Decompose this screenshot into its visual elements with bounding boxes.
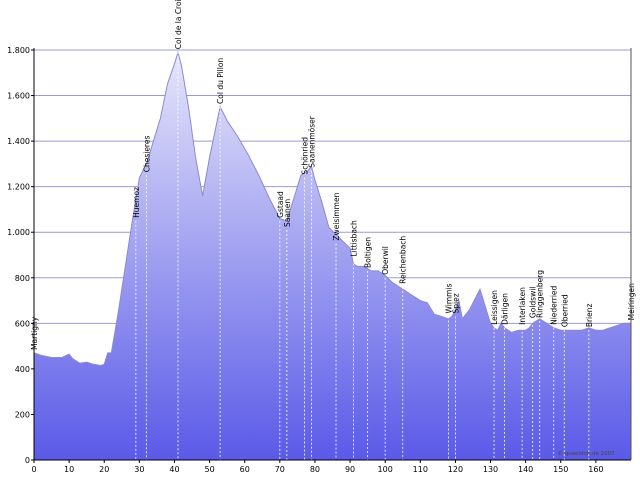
place-marker: Schönried bbox=[300, 137, 309, 460]
y-tick-label: 600 bbox=[15, 319, 30, 328]
place-label: Schönried bbox=[300, 137, 309, 175]
y-tick-label: 200 bbox=[15, 410, 30, 419]
place-label: Niederried bbox=[550, 285, 559, 324]
place-marker: Col de la Croix bbox=[174, 0, 183, 460]
place-marker: Oberried bbox=[560, 294, 569, 460]
place-marker: Därligen bbox=[501, 293, 510, 460]
place-label: Zweisimmen bbox=[332, 192, 341, 240]
x-tick-label: 30 bbox=[134, 465, 144, 474]
x-tick-label: 90 bbox=[345, 465, 355, 474]
place-label: Därligen bbox=[501, 293, 510, 325]
place-label: Interlaken bbox=[518, 287, 527, 325]
y-tick-label: 0 bbox=[25, 456, 30, 465]
x-tick-label: 80 bbox=[310, 465, 320, 474]
place-label: Saanen bbox=[283, 199, 292, 227]
place-marker: Saanen bbox=[283, 199, 292, 460]
y-tick-label: 400 bbox=[15, 365, 30, 374]
place-marker: Spiez bbox=[451, 293, 460, 460]
place-label: Ringgenberg bbox=[536, 270, 545, 318]
place-marker: Ringgenberg bbox=[536, 270, 545, 460]
elevation-area bbox=[34, 52, 631, 461]
x-tick-label: 60 bbox=[240, 465, 250, 474]
axes bbox=[33, 48, 632, 461]
x-tick-label: 160 bbox=[588, 465, 603, 474]
place-marker: Goldswil bbox=[529, 287, 538, 460]
place-label: Col du Pillon bbox=[216, 58, 225, 104]
place-label: Littisbach bbox=[350, 220, 359, 257]
place-marker: Gstaad bbox=[276, 191, 285, 460]
place-marker: Zweisimmen bbox=[332, 192, 341, 460]
place-marker: Niederried bbox=[550, 285, 559, 460]
y-tick-label: 1.800 bbox=[7, 46, 30, 55]
y-tick-label: 800 bbox=[15, 274, 30, 283]
x-tick-label: 150 bbox=[553, 465, 568, 474]
x-tick-label: 120 bbox=[448, 465, 463, 474]
place-label: Chesieres bbox=[142, 136, 151, 173]
x-axis-tick-labels: 0 10 20 30 40 50 60 70 80 90 100 110 120 130 140 150 160 bbox=[31, 460, 604, 474]
place-label: Spiez bbox=[451, 293, 460, 313]
place-label: Boltigen bbox=[364, 237, 373, 268]
place-marker: Saanenmöser bbox=[307, 115, 316, 460]
place-label: Gstaad bbox=[276, 191, 285, 218]
place-label: Reichenbach bbox=[399, 236, 408, 284]
y-tick-label: 1.600 bbox=[7, 92, 30, 101]
copyright-watermark: © quaeldoh.de 2007 bbox=[557, 450, 615, 457]
y-tick-label: 1.400 bbox=[7, 137, 30, 146]
x-tick-label: 20 bbox=[99, 465, 109, 474]
place-marker: Oberwil bbox=[381, 246, 390, 460]
y-axis-tick-labels: 0 200 400 600 800 1.000 1.200 1.400 1.600 1.800 bbox=[7, 46, 34, 465]
x-tick-label: 50 bbox=[204, 465, 214, 474]
x-tick-label: 130 bbox=[483, 465, 498, 474]
x-tick-label: 110 bbox=[413, 465, 428, 474]
place-marker: Brienz bbox=[585, 303, 594, 460]
place-label: Oberried bbox=[560, 294, 569, 327]
place-marker: Interlaken bbox=[518, 287, 527, 460]
x-tick-label: 100 bbox=[378, 465, 393, 474]
x-tick-label: 40 bbox=[169, 465, 179, 474]
place-marker: Littisbach bbox=[350, 220, 359, 460]
place-marker: Huemoz bbox=[132, 187, 141, 460]
y-tick-label: 1.200 bbox=[7, 183, 30, 192]
place-marker: Col du Pillon bbox=[216, 58, 225, 460]
x-tick-label: 140 bbox=[518, 465, 533, 474]
place-marker: Reichenbach bbox=[399, 236, 408, 460]
place-label: Col de la Croix bbox=[174, 0, 183, 49]
x-tick-label: 10 bbox=[64, 465, 74, 474]
y-tick-label: 1.000 bbox=[7, 228, 30, 237]
place-label: Saanenmöser bbox=[307, 115, 316, 167]
place-marker: Leissigen bbox=[490, 290, 499, 460]
x-tick-label: 0 bbox=[31, 465, 36, 474]
place-label: Huemoz bbox=[132, 187, 141, 218]
place-marker: Wimmis bbox=[444, 283, 453, 460]
place-label: Goldswil bbox=[529, 287, 538, 318]
x-tick-label: 70 bbox=[275, 465, 285, 474]
place-label: Leissigen bbox=[490, 290, 499, 325]
place-marker: Chesieres bbox=[142, 136, 151, 460]
place-marker: Boltigen bbox=[364, 237, 373, 460]
place-label: Brienz bbox=[585, 303, 594, 327]
place-label: Wimmis bbox=[444, 283, 453, 313]
place-label: Oberwil bbox=[381, 246, 390, 275]
